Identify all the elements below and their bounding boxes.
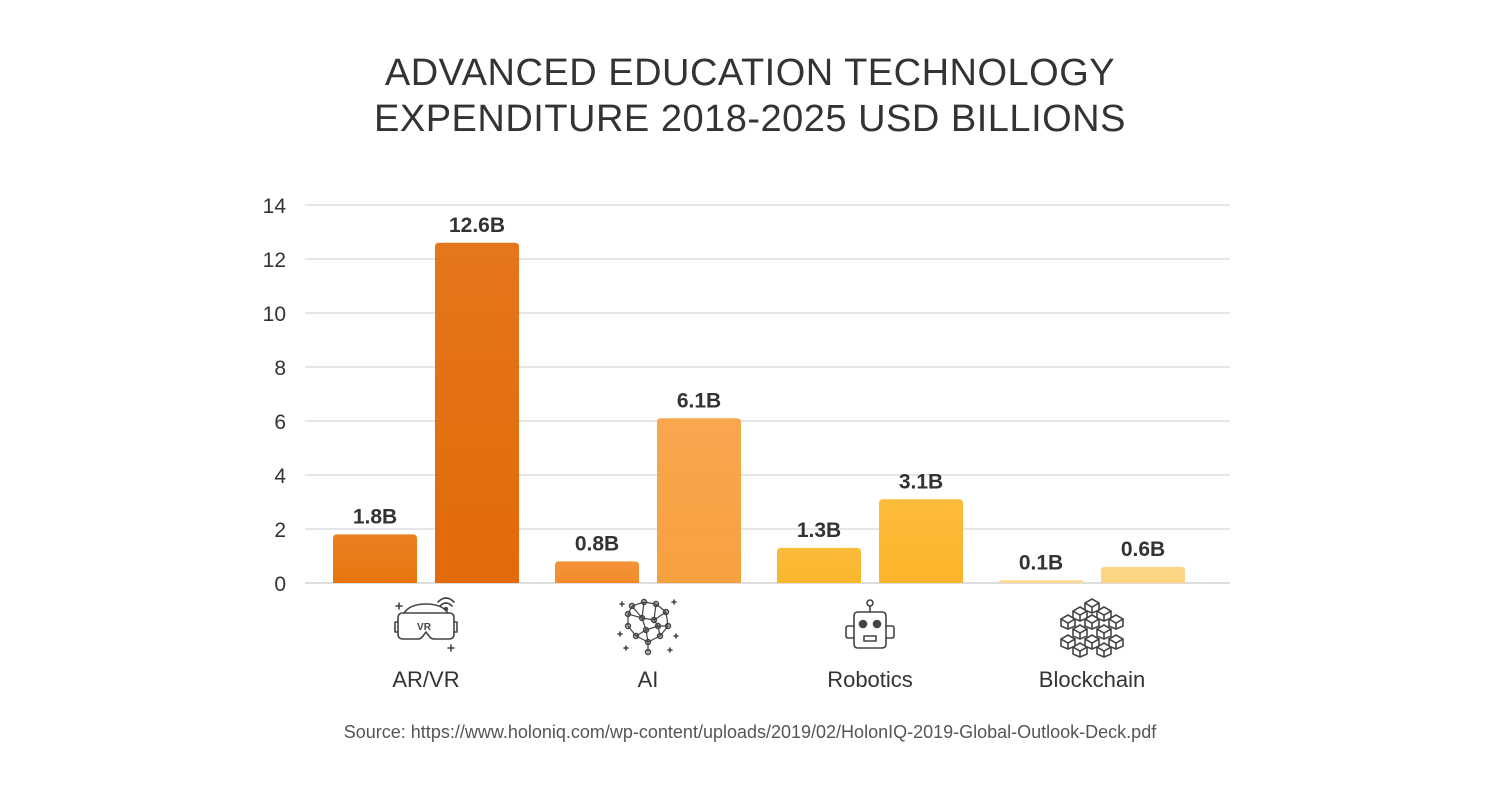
icon-stroke xyxy=(1096,610,1112,622)
icon-stroke xyxy=(439,602,453,607)
icon-stroke xyxy=(447,644,455,652)
y-tick-label: 10 xyxy=(263,303,286,326)
icon-stroke xyxy=(1072,628,1088,640)
bar-robotics-2 xyxy=(879,499,963,583)
y-tick-label: 12 xyxy=(263,249,286,272)
icon-stroke xyxy=(1108,618,1124,630)
chart-title-line-1: ADVANCED EDUCATION TECHNOLOGY xyxy=(384,52,1116,94)
icon-node xyxy=(866,599,874,607)
bar-value-label: 12.6B xyxy=(449,214,505,237)
x-category-label: Robotics xyxy=(827,667,913,692)
icon-node xyxy=(632,632,640,640)
vr-text: VR xyxy=(417,622,432,633)
icon-stroke xyxy=(617,631,623,637)
icon-stroke xyxy=(853,611,887,649)
y-tick-label: 2 xyxy=(274,519,286,542)
icon-stroke xyxy=(1060,618,1076,630)
icon-node xyxy=(650,616,658,624)
icon-stroke xyxy=(623,645,629,651)
vr-headset-icon: VR xyxy=(394,597,458,652)
icon-node xyxy=(858,619,868,629)
source-note: Source: https://www.holoniq.com/wp-conte… xyxy=(343,722,1157,742)
blockchain-cubes-icon xyxy=(1060,598,1124,658)
icon-stroke xyxy=(1084,602,1100,614)
icon-stroke xyxy=(619,601,625,607)
bar-blockchain-2 xyxy=(1101,566,1185,583)
icon-stroke xyxy=(1060,638,1076,650)
icon-stroke xyxy=(1108,638,1124,650)
bar-arvr-1 xyxy=(333,534,417,583)
icon-stroke xyxy=(395,602,403,610)
icon-node xyxy=(624,622,632,630)
y-tick-label: 6 xyxy=(274,411,286,434)
icon-stroke xyxy=(845,625,855,639)
bar-value-label: 1.3B xyxy=(797,519,841,542)
bar-value-label: 6.1B xyxy=(677,389,721,412)
y-tick-label: 0 xyxy=(274,573,286,596)
bar-arvr-2 xyxy=(435,242,519,584)
icon-stroke xyxy=(453,621,458,633)
bar-ai-2 xyxy=(657,418,741,583)
icon-node xyxy=(872,619,882,629)
y-tick-label: 14 xyxy=(263,195,287,218)
icon-stroke xyxy=(1096,646,1112,658)
icon-stroke xyxy=(863,635,877,642)
bar-robotics-1 xyxy=(777,547,861,583)
icon-stroke xyxy=(673,633,679,639)
x-category-label: AR/VR xyxy=(392,667,459,692)
icon-node xyxy=(624,610,632,618)
y-tick-label: 8 xyxy=(274,357,286,380)
bar-value-label: 3.1B xyxy=(899,470,943,493)
chart-title-line-2: EXPENDITURE 2018-2025 USD BILLIONS xyxy=(374,98,1126,140)
icon-node xyxy=(654,622,662,630)
bar-ai-1 xyxy=(555,561,639,583)
x-category-label: AI xyxy=(638,667,659,692)
icon-node xyxy=(656,632,664,640)
chart-title: ADVANCED EDUCATION TECHNOLOGY EXPENDITUR… xyxy=(0,50,1500,142)
bar-value-label: 0.1B xyxy=(1019,551,1063,574)
icon-edge xyxy=(627,605,633,615)
icon-node xyxy=(644,648,652,656)
icon-node xyxy=(662,608,670,616)
icon-stroke xyxy=(437,597,455,603)
icon-stroke xyxy=(394,621,399,633)
icon-stroke xyxy=(671,599,677,605)
icon-node xyxy=(664,622,672,630)
icon-node xyxy=(628,602,636,610)
bar-value-label: 1.8B xyxy=(353,505,397,528)
icon-node xyxy=(644,638,652,646)
icon-stroke xyxy=(1072,610,1088,622)
icon-stroke xyxy=(1096,628,1112,640)
icon-edge xyxy=(653,619,659,627)
bar-value-label: 0.8B xyxy=(575,532,619,555)
icon-stroke xyxy=(1084,618,1100,630)
icon-node xyxy=(652,600,660,608)
bar-blockchain-1 xyxy=(999,580,1083,583)
icon-stroke xyxy=(667,647,673,653)
icon-stroke xyxy=(397,612,455,640)
icon-node xyxy=(443,606,449,612)
icon-stroke xyxy=(403,603,449,614)
icon-node xyxy=(642,626,650,634)
icon-stroke xyxy=(1084,638,1100,650)
x-category-label: Blockchain xyxy=(1039,667,1145,692)
ai-brain-network-icon xyxy=(617,598,679,656)
robot-head-icon xyxy=(845,599,895,649)
icon-node xyxy=(638,614,646,622)
icon-node xyxy=(640,598,648,606)
y-tick-label: 4 xyxy=(274,465,286,488)
bar-value-label: 0.6B xyxy=(1121,538,1165,561)
icon-stroke xyxy=(1072,646,1088,658)
icon-stroke xyxy=(885,625,895,639)
